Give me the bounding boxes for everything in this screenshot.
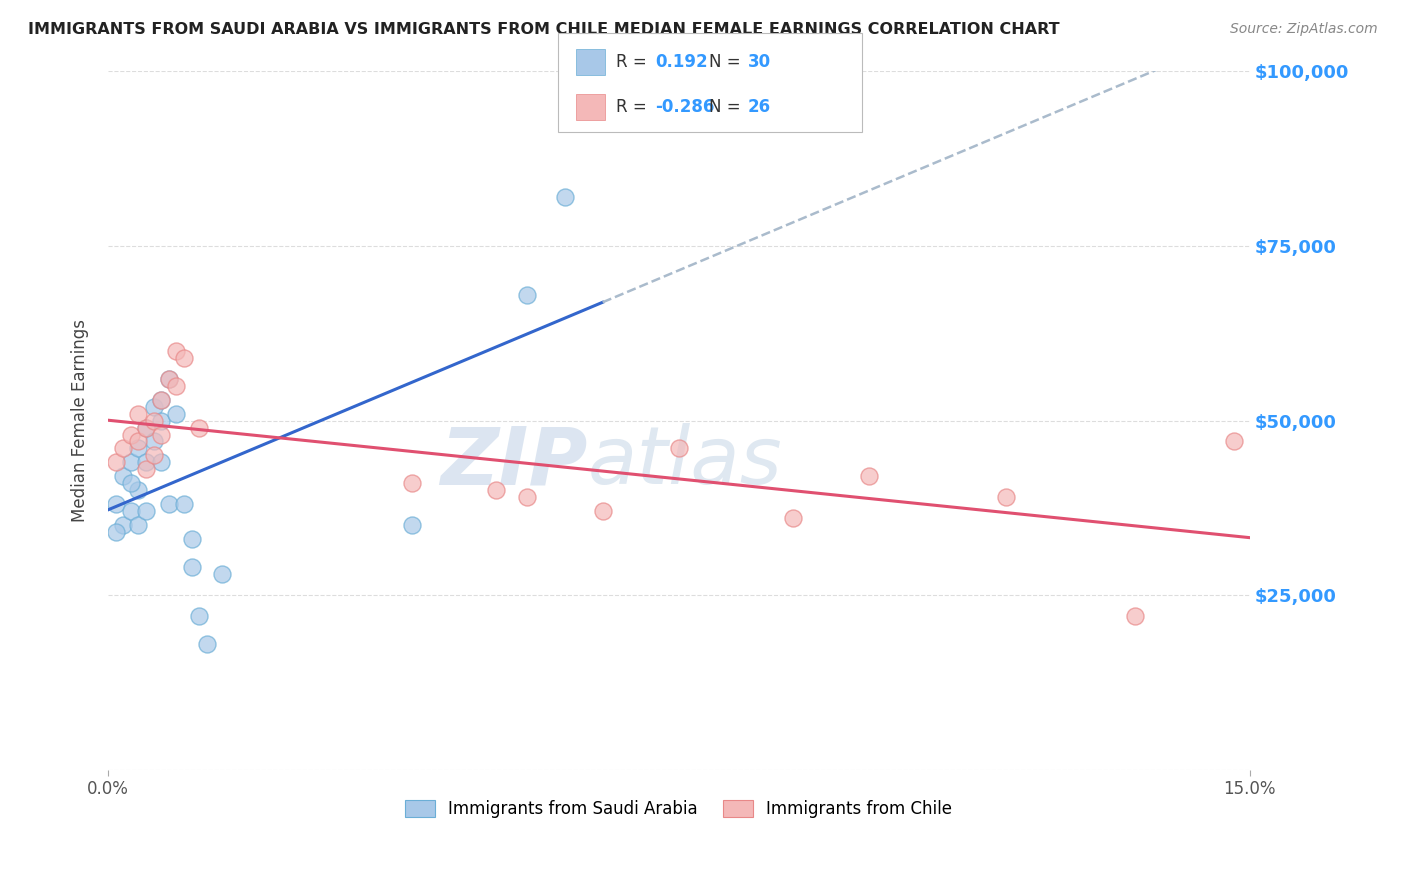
Point xyxy=(166,378,188,392)
Text: 0.192: 0.192 xyxy=(655,53,707,71)
Point xyxy=(995,491,1018,505)
Point xyxy=(173,497,195,511)
Point xyxy=(104,525,127,540)
Point xyxy=(104,497,127,511)
Point xyxy=(112,469,135,483)
Point xyxy=(112,442,135,456)
Point xyxy=(120,504,142,518)
Point xyxy=(180,560,202,574)
Point xyxy=(135,455,157,469)
Point xyxy=(401,476,423,491)
Point xyxy=(668,442,690,456)
Point xyxy=(166,343,188,358)
Point xyxy=(1125,609,1147,624)
Point xyxy=(120,427,142,442)
Point xyxy=(142,449,165,463)
Point xyxy=(142,413,165,427)
Point xyxy=(188,420,211,434)
Text: R =: R = xyxy=(616,98,652,116)
Point xyxy=(135,420,157,434)
Point xyxy=(166,407,188,421)
Point xyxy=(516,287,538,301)
Point xyxy=(127,483,149,498)
Point xyxy=(592,504,614,518)
Point xyxy=(127,434,149,449)
Point xyxy=(150,392,173,407)
Point xyxy=(195,637,218,651)
Point xyxy=(516,491,538,505)
Point xyxy=(188,609,211,624)
Point xyxy=(127,442,149,456)
Point xyxy=(120,455,142,469)
Point xyxy=(150,392,173,407)
Text: -0.286: -0.286 xyxy=(655,98,714,116)
Point xyxy=(180,533,202,547)
Point xyxy=(135,462,157,476)
Point xyxy=(157,371,180,385)
Text: Source: ZipAtlas.com: Source: ZipAtlas.com xyxy=(1230,22,1378,37)
Point xyxy=(142,400,165,414)
Text: 30: 30 xyxy=(748,53,770,71)
Point xyxy=(1223,434,1246,449)
Point xyxy=(485,483,508,498)
Point xyxy=(858,469,880,483)
Point xyxy=(554,190,576,204)
Y-axis label: Median Female Earnings: Median Female Earnings xyxy=(72,319,89,522)
Point xyxy=(127,518,149,533)
Point xyxy=(120,476,142,491)
Text: R =: R = xyxy=(616,53,652,71)
Text: N =: N = xyxy=(709,53,745,71)
Point xyxy=(104,455,127,469)
Text: atlas: atlas xyxy=(588,424,782,501)
Point xyxy=(135,504,157,518)
Point xyxy=(112,518,135,533)
Text: 26: 26 xyxy=(748,98,770,116)
Point xyxy=(135,420,157,434)
Point xyxy=(142,434,165,449)
Point xyxy=(211,567,233,582)
Point xyxy=(157,371,180,385)
Legend: Immigrants from Saudi Arabia, Immigrants from Chile: Immigrants from Saudi Arabia, Immigrants… xyxy=(398,793,959,824)
Point xyxy=(401,518,423,533)
Point xyxy=(150,413,173,427)
Text: N =: N = xyxy=(709,98,745,116)
Point xyxy=(127,407,149,421)
Point xyxy=(157,497,180,511)
Point xyxy=(173,351,195,365)
Point xyxy=(150,427,173,442)
Point xyxy=(782,511,804,525)
Point xyxy=(150,455,173,469)
Text: ZIP: ZIP xyxy=(440,424,588,501)
Text: IMMIGRANTS FROM SAUDI ARABIA VS IMMIGRANTS FROM CHILE MEDIAN FEMALE EARNINGS COR: IMMIGRANTS FROM SAUDI ARABIA VS IMMIGRAN… xyxy=(28,22,1060,37)
